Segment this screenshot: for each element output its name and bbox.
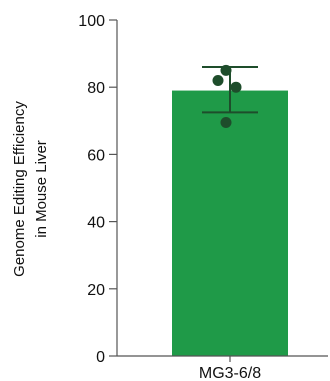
y-axis-label-line-2: in Mouse Liver — [33, 140, 50, 238]
y-tick-label: 80 — [87, 80, 105, 97]
y-axis-label-line-1: Genome Editing Efficiency — [11, 101, 28, 277]
data-point — [230, 81, 242, 93]
y-tick-label: 20 — [87, 282, 105, 299]
data-points — [212, 64, 242, 128]
y-tick-label: 40 — [87, 215, 105, 232]
bar — [172, 90, 288, 356]
x-tick-label: MG3-6/8 — [199, 365, 261, 381]
data-point — [212, 74, 224, 86]
x-axis: MG3-6/8 — [117, 355, 328, 381]
y-tick-label: 0 — [96, 349, 105, 366]
data-point — [220, 64, 232, 76]
bars — [172, 90, 288, 356]
y-tick-label: 60 — [87, 147, 105, 164]
y-axis: 0 20 40 60 80 100 — [78, 13, 118, 366]
data-point — [220, 116, 232, 128]
y-tick-label: 100 — [78, 13, 105, 30]
